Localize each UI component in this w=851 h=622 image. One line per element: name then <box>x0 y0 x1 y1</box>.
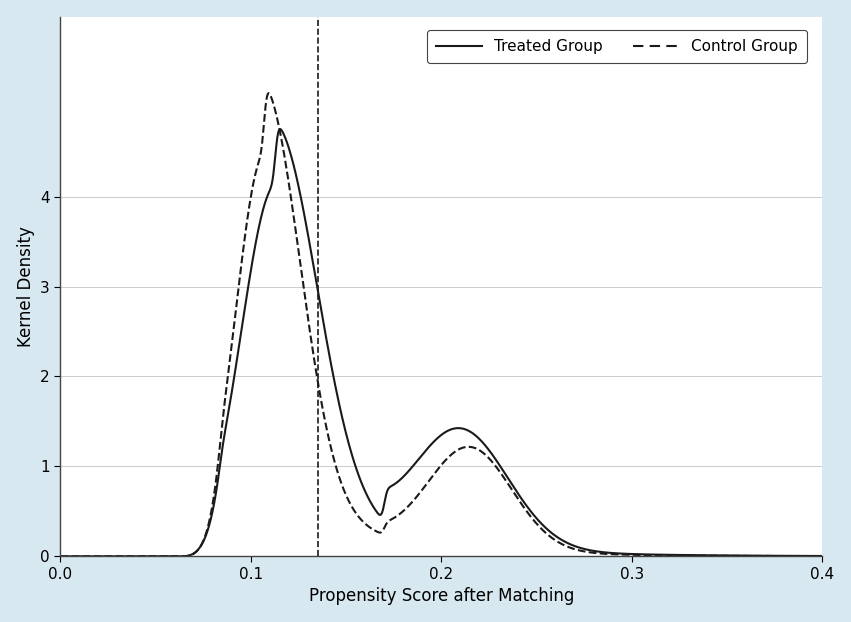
Line: Control Group: Control Group <box>60 93 851 556</box>
Y-axis label: Kernel Density: Kernel Density <box>17 226 35 347</box>
Treated Group <box>605 549 615 557</box>
Treated Group <box>694 552 705 559</box>
Control Group <box>137 552 147 560</box>
Treated Group <box>680 551 690 559</box>
Treated Group <box>275 126 285 133</box>
Legend: Treated Group, Control Group: Treated Group, Control Group <box>426 30 807 63</box>
Control Group <box>264 90 274 97</box>
Treated Group <box>380 498 390 505</box>
Control Group <box>694 552 705 559</box>
Line: Treated Group: Treated Group <box>60 129 851 556</box>
Control Group <box>55 552 66 560</box>
Treated Group <box>408 462 419 469</box>
Control Group <box>380 523 390 531</box>
Treated Group <box>55 552 66 560</box>
Control Group <box>605 550 615 558</box>
Treated Group <box>137 552 147 560</box>
Control Group <box>680 552 690 559</box>
Control Group <box>408 497 419 504</box>
X-axis label: Propensity Score after Matching: Propensity Score after Matching <box>309 587 574 605</box>
